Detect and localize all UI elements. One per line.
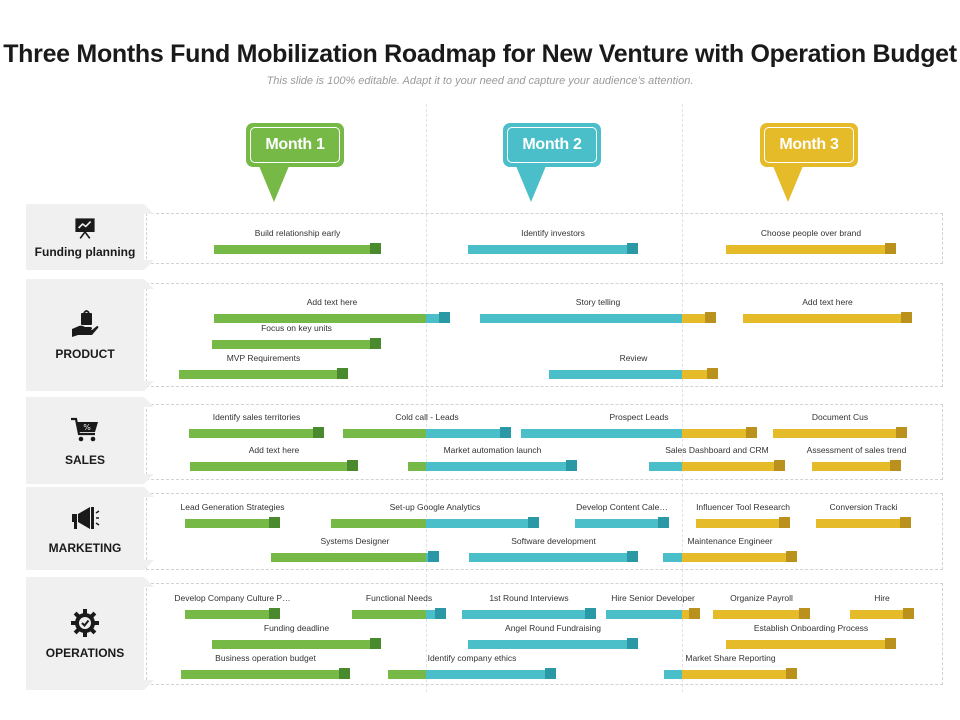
product-panel — [146, 283, 943, 387]
category-label: SALES — [64, 452, 105, 467]
month-1-label: Month 1 — [265, 136, 325, 153]
month-2-bubble: Month 2 — [503, 123, 601, 202]
month-2-label: Month 2 — [522, 136, 582, 153]
category-label: MARKETING — [48, 540, 122, 555]
presentation-chart-icon — [75, 217, 95, 239]
sales-panel — [146, 404, 943, 480]
megaphone-icon — [72, 506, 100, 529]
hand-holding-bag-icon — [72, 310, 99, 337]
category-operations: OPERATIONS — [26, 577, 154, 690]
month-1-pointer — [259, 166, 289, 202]
month-3-label: Month 3 — [779, 136, 839, 153]
month-divider — [426, 104, 427, 692]
category-label: Funding planning — [34, 244, 136, 259]
page-subtitle: This slide is 100% editable. Adapt it to… — [266, 75, 694, 87]
funding-planning-panel — [146, 213, 943, 264]
gear-check-icon — [71, 608, 99, 637]
shopping-cart-icon: % — [71, 417, 98, 441]
month-3-pointer — [773, 166, 803, 202]
svg-text:%: % — [83, 423, 91, 432]
category-funding-planning: Funding planning — [26, 204, 154, 270]
month-1-bubble: Month 1 — [246, 123, 344, 202]
month-2-pointer — [516, 166, 546, 202]
marketing-panel — [146, 493, 943, 570]
operations-panel — [146, 583, 943, 685]
page-title: Three Months Fund Mobilization Roadmap f… — [3, 40, 957, 68]
month-3-bubble: Month 3 — [760, 123, 858, 202]
category-label: PRODUCT — [55, 347, 115, 361]
month-divider — [682, 104, 683, 692]
category-marketing: MARKETING — [26, 487, 154, 570]
category-product: PRODUCT — [26, 279, 154, 391]
category-sales: % SALES — [26, 397, 154, 484]
category-label: OPERATIONS — [45, 645, 125, 660]
